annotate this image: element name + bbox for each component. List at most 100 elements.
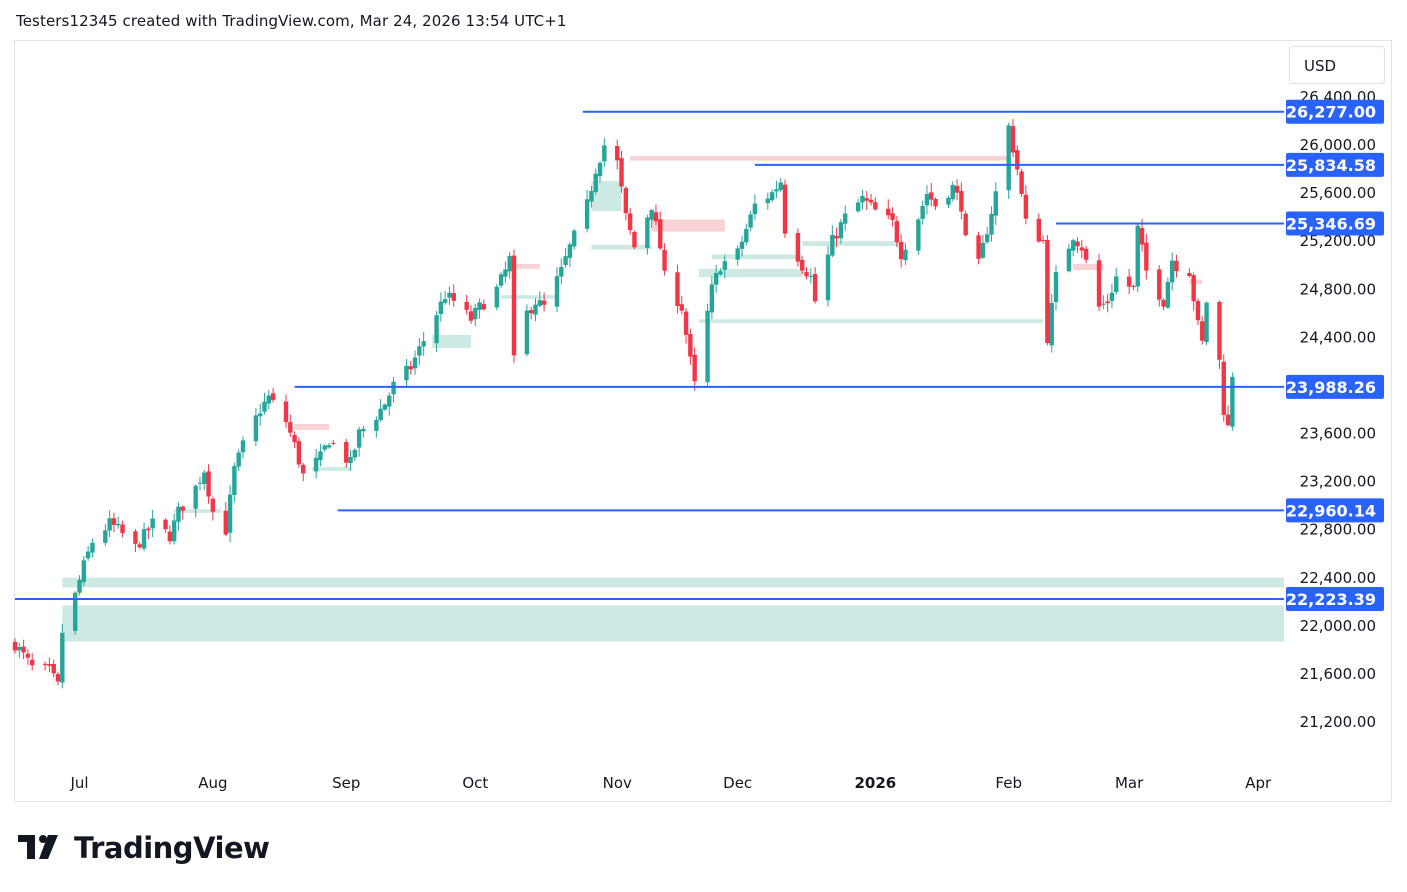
candle-up [838,222,844,239]
tradingview-logo-icon [18,835,58,859]
candle-down [1221,361,1226,415]
level-price-label: 22,223.39 [1286,590,1376,609]
candle-down [541,300,547,305]
candle-down [42,663,48,666]
candle-down [1023,194,1029,219]
y-tick-label: 22,800.00 [1300,521,1376,539]
candle-down [288,422,293,433]
candle-down [47,664,52,666]
candle-up [769,192,775,201]
candle-down [812,274,818,302]
x-tick-label: Nov [603,774,632,792]
candle-up [774,189,779,192]
level-price-label: 26,277.00 [1286,103,1376,122]
candle-down [511,255,517,356]
candle-up [361,428,366,432]
candle-up [322,445,327,450]
candle-down [283,401,289,423]
candle-down [529,310,534,314]
candle-down [890,213,895,220]
candle-up [980,242,986,258]
candle-up [318,451,323,461]
candle-up [391,381,396,395]
up-zone [432,334,471,349]
candle-down [206,471,211,497]
candle-up [374,419,379,431]
candle-down [137,544,142,548]
candle-up [1114,276,1119,292]
level-price-label: 25,346.69 [1286,215,1376,234]
candle-up [421,341,426,347]
level-label-bg [1286,586,1384,611]
candle-down [675,272,680,306]
candle-up [438,301,444,315]
candle-down [180,506,185,511]
candle-down [632,232,637,248]
candle-down [468,311,474,321]
candle-up [473,308,478,320]
candle-down [408,366,413,370]
candle-up [984,234,990,243]
candle-up [735,248,740,260]
candle-down [782,184,788,234]
candle-down [210,498,216,512]
up-zone [802,241,902,246]
x-tick-label: Oct [462,774,488,792]
y-tick-label: 21,600.00 [1300,665,1376,683]
candle-down [679,304,684,311]
candle-up [494,286,499,308]
x-tick-label: Sep [332,774,360,792]
candle-down [1200,321,1205,341]
candle-up [313,457,319,472]
candle-up [808,275,814,277]
candle-up [739,241,745,249]
candle-down [959,191,964,212]
tradingview-logo: TradingView [18,828,270,868]
candle-down [692,354,697,382]
candle-up [176,506,181,522]
candle-up [602,145,607,162]
candle-down [868,199,874,203]
candle-down [929,192,934,200]
candle-down [1225,414,1231,426]
level-label-bg [1286,498,1384,523]
candle-up [17,646,22,651]
down-zone [651,219,725,232]
candle-down [25,653,31,658]
candle-up [722,261,727,270]
candle-up [434,315,439,344]
candle-down [55,674,61,682]
level-label-bg [1286,152,1384,177]
candle-down [1191,275,1196,302]
candle-down [1195,300,1201,321]
level-label-bg [1286,211,1384,236]
candle-down [898,241,904,260]
candle-down [653,212,659,222]
candle-up [197,482,203,484]
candle-up [150,518,155,529]
candle-down [1126,276,1132,287]
currency-selector[interactable]: USD [1289,46,1385,84]
candle-up [584,199,590,229]
candle-down [864,198,869,201]
candle-up [73,592,78,631]
candle-down [1144,242,1149,271]
candle-up [1204,302,1209,343]
candle-up [477,302,482,310]
candle-up [141,529,147,549]
candle-up [507,255,512,272]
candle-down [688,334,693,357]
candle-up [830,234,835,256]
down-zone [509,264,540,269]
candle-down [658,219,663,249]
candle-up [266,395,271,404]
y-tick-label: 23,600.00 [1300,425,1376,443]
candle-up [417,346,422,356]
candle-up [253,415,259,442]
candle-up [855,202,861,212]
candle-up [924,193,930,206]
candle-down [623,188,629,214]
up-zone [711,254,803,260]
x-tick-label: 2026 [854,774,896,792]
